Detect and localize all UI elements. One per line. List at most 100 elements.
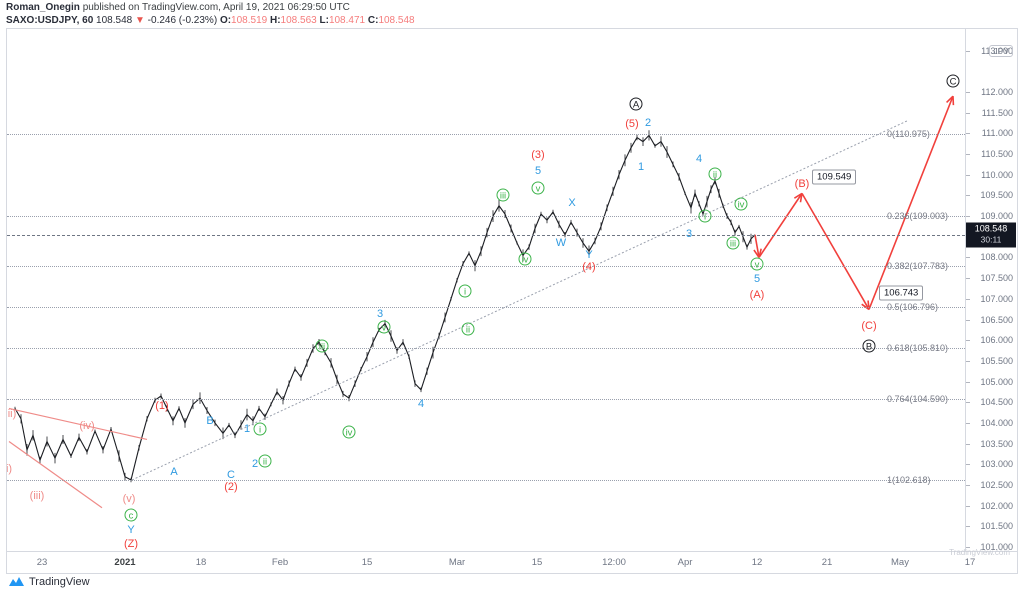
time-tick-label: 23 xyxy=(36,557,48,568)
wave-label: (Z) xyxy=(123,538,139,550)
fib-level-line xyxy=(7,134,965,136)
wave-label: Y xyxy=(585,249,593,261)
wave-label: i xyxy=(253,422,267,436)
symbol-label[interactable]: SAXO:USDJPY, 60 xyxy=(6,15,94,26)
wave-label: Y xyxy=(127,524,135,536)
fib-level-line xyxy=(7,398,965,400)
price-tick-mark xyxy=(966,402,970,404)
price-tick-mark xyxy=(966,484,970,486)
wave-label-circle: C xyxy=(946,74,960,88)
tradingview-watermark: TradingView.com xyxy=(949,548,1010,557)
wave-label-circle: i xyxy=(458,284,472,298)
chart-header: Roman_Onegin published on TradingView.co… xyxy=(0,0,1024,28)
wave-label: 4 xyxy=(695,153,703,165)
price-tick-mark xyxy=(966,422,970,424)
time-tick-label: 2021 xyxy=(114,557,136,568)
tradingview-logo[interactable]: TradingView xyxy=(8,576,90,588)
currency-badge: JPY xyxy=(989,44,1013,57)
wave-label-circle: iv xyxy=(734,197,748,211)
wave-label: 5 xyxy=(753,273,761,285)
wave-label: iv xyxy=(342,425,356,439)
fib-level-line xyxy=(7,215,965,217)
wave-label: (2) xyxy=(224,481,238,493)
wave-label: C xyxy=(946,74,960,88)
price-tick-mark xyxy=(966,381,970,383)
price-tick-mark xyxy=(966,112,970,114)
wave-label-circle: v xyxy=(531,181,545,195)
price-tick-label: 111.000 xyxy=(981,128,1013,139)
price-tick-label: 101.000 xyxy=(980,542,1013,552)
time-tick-label: 12:00 xyxy=(602,557,626,568)
wave-label: 5 xyxy=(534,165,542,177)
wave-label-circle: ii xyxy=(461,322,475,336)
projection-price-tag: 109.549 xyxy=(812,169,857,185)
wave-label: (5) xyxy=(625,118,639,130)
wave-label-circle: iv xyxy=(342,425,356,439)
fib-level-label: 0.5(106.796) xyxy=(887,302,939,313)
wave-label: (4) xyxy=(582,261,596,273)
price-tick-label: 103.000 xyxy=(980,459,1013,470)
open-value: 108.519 xyxy=(231,15,268,26)
price-tick-label: 108.000 xyxy=(980,252,1013,263)
time-tick-label: 12 xyxy=(751,557,763,568)
wave-label: W xyxy=(555,237,567,249)
price-tick-mark xyxy=(966,526,970,528)
time-tick-label: 18 xyxy=(195,557,207,568)
projection-price-tag: 106.743 xyxy=(879,285,924,301)
wave-label: ii) xyxy=(7,408,17,420)
time-tick-label: May xyxy=(891,557,909,568)
price-tick-label: 111.500 xyxy=(981,107,1013,118)
price-tick-label: 106.500 xyxy=(980,314,1013,325)
wave-label: 2 xyxy=(644,117,652,129)
wave-label: i xyxy=(698,209,712,223)
wave-label: (iv) xyxy=(79,420,95,432)
price-tick-label: 104.000 xyxy=(980,417,1013,428)
price-tick-label: 110.500 xyxy=(981,149,1013,160)
time-tick-label: 17 xyxy=(964,557,976,568)
chart-svg xyxy=(8,95,955,509)
price-tick-mark xyxy=(966,278,970,280)
change-arrow-icon: ▼ xyxy=(134,15,145,26)
wave-label: v xyxy=(377,320,391,334)
price-tick-mark xyxy=(966,92,970,93)
price-tick-mark xyxy=(966,257,970,259)
price-tick-mark xyxy=(966,133,970,135)
current-price-tag: 108.548 30:11 xyxy=(966,222,1016,248)
tradingview-mountain-icon xyxy=(9,577,24,586)
wave-label-circle: iv xyxy=(518,252,532,266)
price-tick-mark xyxy=(966,154,970,156)
price-tick-mark xyxy=(966,443,970,445)
wave-label: (A) xyxy=(749,289,765,301)
price-change: -0.246 (-0.23%) xyxy=(147,15,218,26)
wave-label: (iii) xyxy=(29,490,45,502)
wave-label: (v) xyxy=(122,493,136,505)
wave-label: 3 xyxy=(685,228,693,240)
price-tick-label: 113.000 xyxy=(981,45,1013,56)
header-symbol-line: SAXO:USDJPY, 60 108.548 ▼ -0.246 (-0.23%… xyxy=(6,15,415,26)
time-axis[interactable]: 23 2021 18 Feb 15 Mar 15 12:00 Apr 12 21 May 17 xyxy=(6,552,1018,574)
wave-label: iii xyxy=(496,188,510,202)
price-tick-mark xyxy=(966,464,970,466)
wave-label-circle: iii xyxy=(315,339,329,353)
wave-label-circle: ii xyxy=(708,167,722,181)
price-tick-label: 110.000 xyxy=(981,169,1013,180)
wave-label: ii xyxy=(258,454,272,468)
price-axis[interactable]: 113.000 112.000 111.500 111.000 110.500 110.0… xyxy=(965,29,1017,552)
time-tick-label: 15 xyxy=(361,557,373,568)
wave-label: 3 xyxy=(376,308,384,320)
price-tick-label: 109.000 xyxy=(980,211,1013,222)
price-tick-label: 103.500 xyxy=(980,438,1013,449)
price-tick-mark xyxy=(966,547,970,548)
high-label: H: xyxy=(269,15,281,26)
wave-label: v xyxy=(750,257,764,271)
price-tick-label: 101.500 xyxy=(980,521,1013,532)
price-tick-mark xyxy=(966,50,970,52)
chart-plot-area[interactable]: 0(110.975) 0.236(109.003) 0.382(107.783) 0.… xyxy=(7,29,965,551)
wave-label: B xyxy=(862,339,876,353)
time-tick-label: 15 xyxy=(531,557,543,568)
time-tick-label: Feb xyxy=(271,557,289,568)
wave-label-circle: iii xyxy=(726,236,740,250)
fib-level-line xyxy=(7,266,965,268)
wave-label: (B) xyxy=(794,178,810,190)
wave-label: A xyxy=(629,97,643,111)
